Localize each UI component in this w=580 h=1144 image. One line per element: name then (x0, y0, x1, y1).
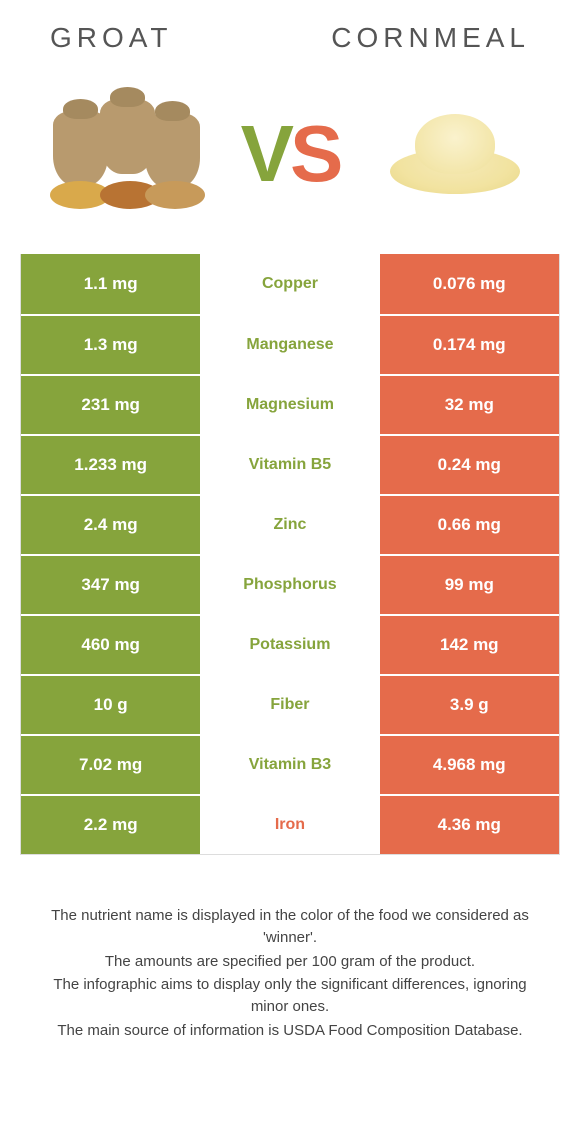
cornmeal-image (360, 84, 550, 224)
value-right: 99 mg (380, 556, 559, 614)
value-right: 0.174 mg (380, 316, 559, 374)
groat-image (30, 84, 220, 224)
footer-line: The infographic aims to display only the… (35, 974, 545, 1018)
value-right: 4.36 mg (380, 796, 559, 854)
table-row: 7.02 mgVitamin B34.968 mg (21, 734, 559, 794)
nutrient-name: Fiber (200, 676, 379, 734)
table-row: 10 gFiber3.9 g (21, 674, 559, 734)
table-row: 2.2 mgIron4.36 mg (21, 794, 559, 854)
table-row: 1.3 mgManganese0.174 mg (21, 314, 559, 374)
value-left: 1.233 mg (21, 436, 200, 494)
value-right: 4.968 mg (380, 736, 559, 794)
title-right: Cornmeal (331, 22, 530, 54)
header: Groat Cornmeal (0, 0, 580, 64)
table-row: 231 mgMagnesium32 mg (21, 374, 559, 434)
footer-line: The amounts are specified per 100 gram o… (35, 951, 545, 973)
footer-notes: The nutrient name is displayed in the co… (0, 855, 580, 1064)
value-left: 10 g (21, 676, 200, 734)
comparison-table: 1.1 mgCopper0.076 mg1.3 mgManganese0.174… (20, 254, 560, 855)
value-right: 142 mg (380, 616, 559, 674)
value-left: 1.1 mg (21, 254, 200, 314)
nutrient-name: Magnesium (200, 376, 379, 434)
value-right: 3.9 g (380, 676, 559, 734)
value-left: 2.4 mg (21, 496, 200, 554)
value-right: 32 mg (380, 376, 559, 434)
images-row: VS (0, 64, 580, 254)
table-row: 1.1 mgCopper0.076 mg (21, 254, 559, 314)
nutrient-name: Copper (200, 254, 379, 314)
value-left: 1.3 mg (21, 316, 200, 374)
value-left: 2.2 mg (21, 796, 200, 854)
value-left: 7.02 mg (21, 736, 200, 794)
title-left: Groat (50, 22, 172, 54)
vs-s: S (290, 109, 339, 198)
nutrient-name: Vitamin B5 (200, 436, 379, 494)
footer-line: The main source of information is USDA F… (35, 1020, 545, 1042)
vs-v: V (241, 109, 290, 198)
footer-line: The nutrient name is displayed in the co… (35, 905, 545, 949)
nutrient-name: Vitamin B3 (200, 736, 379, 794)
table-row: 460 mgPotassium142 mg (21, 614, 559, 674)
value-left: 347 mg (21, 556, 200, 614)
value-left: 231 mg (21, 376, 200, 434)
value-right: 0.24 mg (380, 436, 559, 494)
value-right: 0.076 mg (380, 254, 559, 314)
vs-label: VS (241, 108, 340, 200)
table-row: 347 mgPhosphorus99 mg (21, 554, 559, 614)
table-row: 1.233 mgVitamin B50.24 mg (21, 434, 559, 494)
value-left: 460 mg (21, 616, 200, 674)
value-right: 0.66 mg (380, 496, 559, 554)
nutrient-name: Potassium (200, 616, 379, 674)
nutrient-name: Phosphorus (200, 556, 379, 614)
table-row: 2.4 mgZinc0.66 mg (21, 494, 559, 554)
nutrient-name: Manganese (200, 316, 379, 374)
nutrient-name: Zinc (200, 496, 379, 554)
nutrient-name: Iron (200, 796, 379, 854)
